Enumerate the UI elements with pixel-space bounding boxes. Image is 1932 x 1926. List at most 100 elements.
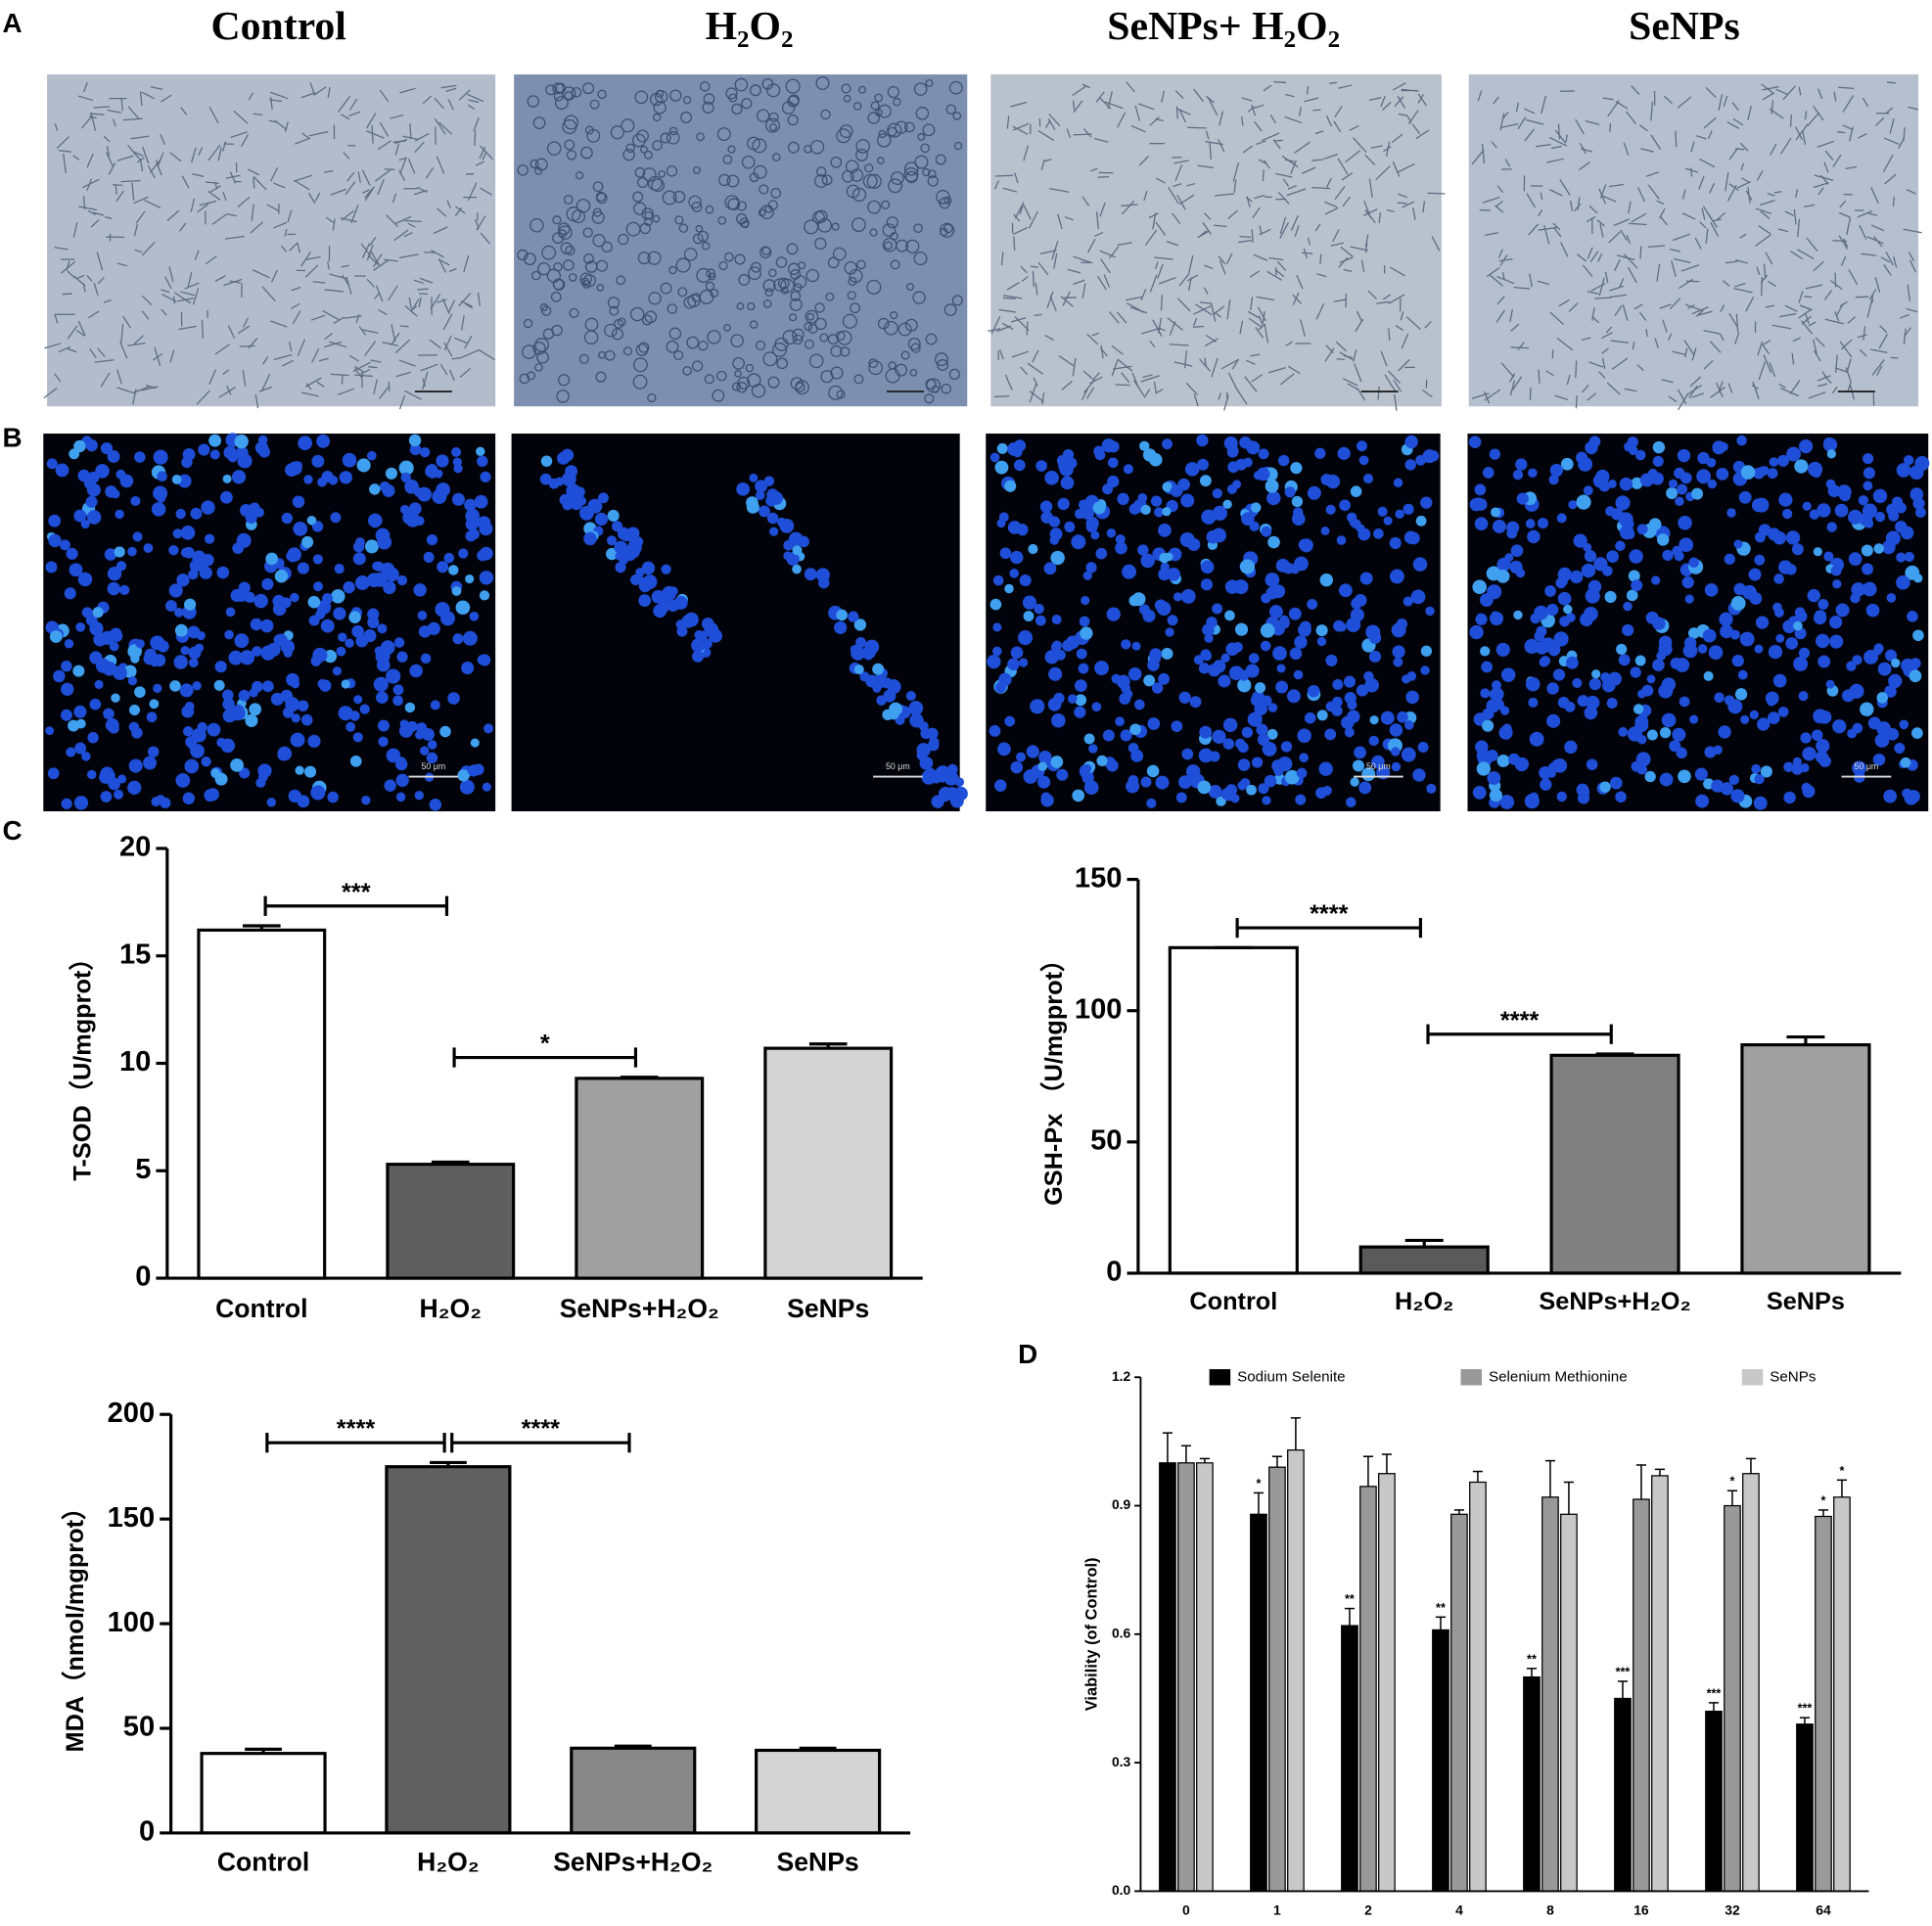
nucleus — [1883, 789, 1897, 803]
cell — [1589, 251, 1599, 263]
cell — [1037, 261, 1049, 276]
cell — [1874, 276, 1881, 293]
cell — [673, 350, 684, 361]
nucleus — [1154, 599, 1168, 612]
cell — [72, 222, 78, 238]
nucleus — [1013, 459, 1026, 472]
cell — [1500, 122, 1519, 129]
cell — [691, 201, 703, 212]
nucleus — [1580, 613, 1593, 626]
nucleus — [1548, 474, 1559, 485]
cell — [430, 250, 444, 258]
nucleus — [1359, 572, 1373, 585]
nucleus — [235, 446, 249, 460]
cell — [214, 344, 230, 355]
cell — [795, 380, 809, 395]
cell — [1684, 167, 1699, 173]
cell — [1205, 140, 1223, 146]
nucleus — [615, 562, 626, 573]
nucleus — [1222, 717, 1238, 733]
nucleus — [1044, 470, 1059, 485]
nucleus — [1767, 468, 1778, 480]
y-axis-label: T-SOD（U/mgprot） — [69, 945, 97, 1180]
nucleus — [1834, 503, 1849, 518]
nucleus — [1022, 595, 1037, 610]
cell — [178, 222, 187, 232]
cell — [1872, 236, 1883, 248]
legend-label: SeNPs — [1770, 1368, 1817, 1385]
nucleus — [1092, 501, 1106, 515]
nucleus — [1331, 705, 1343, 716]
cell — [205, 255, 217, 265]
cell — [1747, 105, 1752, 120]
cell — [1690, 141, 1695, 153]
nucleus — [1107, 457, 1119, 469]
cell — [1762, 85, 1779, 91]
nucleus — [367, 608, 380, 620]
nucleus — [1634, 714, 1649, 729]
cell — [1244, 376, 1258, 392]
cell — [768, 268, 777, 278]
significance-label: **** — [1500, 1007, 1540, 1034]
nucleus — [1107, 475, 1120, 488]
nucleus — [1368, 631, 1382, 644]
cell — [1577, 197, 1581, 210]
nucleus — [1082, 571, 1092, 580]
nucleus — [85, 438, 98, 452]
nucleus — [1826, 449, 1836, 459]
cell — [1117, 242, 1132, 247]
nucleus — [367, 450, 377, 461]
cell — [1134, 105, 1141, 121]
cell — [434, 117, 446, 135]
cell — [660, 132, 671, 144]
cell — [1422, 389, 1433, 398]
nucleus — [1525, 676, 1541, 692]
nucleus — [1280, 741, 1293, 753]
nucleus — [1472, 785, 1487, 800]
nucleus — [201, 757, 211, 767]
cell — [181, 175, 190, 189]
cell — [1640, 148, 1655, 153]
nucleus — [1798, 647, 1811, 659]
bar — [1196, 1462, 1214, 1893]
nucleus — [1391, 747, 1401, 757]
nucleus — [638, 594, 652, 607]
nucleus — [1556, 513, 1567, 524]
cell — [1678, 393, 1688, 411]
cell — [1636, 187, 1646, 203]
cell — [1401, 333, 1409, 349]
cell — [1066, 128, 1072, 138]
cell — [1599, 184, 1607, 199]
cell — [752, 138, 767, 154]
cell — [106, 146, 111, 157]
cell — [678, 223, 689, 233]
nucleus — [1541, 637, 1556, 653]
nucleus — [73, 705, 87, 718]
nucleus — [736, 482, 750, 496]
nucleus — [1035, 615, 1046, 626]
nucleus — [69, 448, 80, 460]
nucleus — [224, 629, 234, 640]
cell — [132, 386, 151, 394]
cell — [583, 330, 599, 345]
cell — [1335, 341, 1348, 352]
nucleus — [1886, 593, 1897, 603]
cell — [832, 247, 847, 261]
nucleus — [1474, 483, 1487, 496]
image-title: SeNPs+ H₂O₂ — [1107, 4, 1340, 49]
cell — [1858, 132, 1867, 139]
nucleus — [1591, 669, 1601, 679]
cell — [1364, 243, 1368, 253]
nucleus — [1577, 695, 1589, 708]
cell — [1694, 237, 1702, 250]
cell — [1131, 372, 1139, 389]
nucleus — [1711, 779, 1725, 793]
cell — [1279, 221, 1290, 240]
nucleus — [1817, 655, 1831, 668]
cell — [1241, 97, 1253, 102]
nucleus — [127, 780, 142, 796]
cell — [1262, 169, 1265, 181]
cell — [391, 324, 396, 343]
nucleus — [105, 717, 119, 732]
cell — [1330, 242, 1345, 247]
